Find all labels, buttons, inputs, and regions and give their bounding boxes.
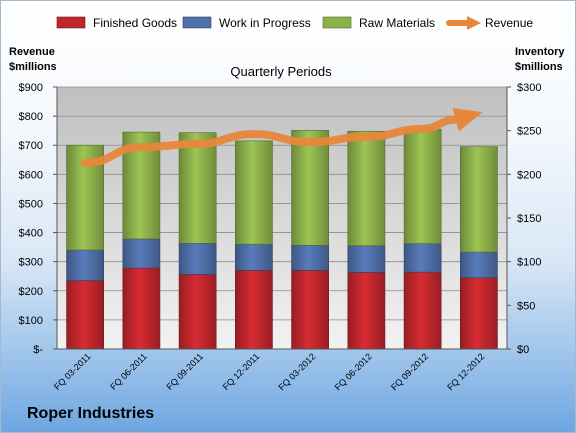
category-label: FQ 12-2011 xyxy=(221,351,262,392)
bar-finished-goods xyxy=(122,267,161,350)
bar-raw-materials xyxy=(403,128,442,244)
category-label: FQ 06-2012 xyxy=(333,351,374,392)
left-tick-label: $800 xyxy=(19,111,43,123)
legend-label: Work in Progress xyxy=(219,16,311,30)
bar-work-in-progress xyxy=(235,243,273,271)
right-tick-label: $300 xyxy=(517,82,541,94)
bar-work-in-progress xyxy=(66,249,104,281)
right-axis-title-line2: $millions xyxy=(515,61,563,73)
category-label: FQ 09-2011 xyxy=(164,351,205,392)
revenue-arrowhead xyxy=(452,108,483,132)
right-tick-label: $200 xyxy=(517,169,541,181)
bar-raw-materials xyxy=(291,130,329,246)
legend-swatch-work-in-progress xyxy=(182,16,212,29)
left-tick-label: $300 xyxy=(19,257,43,269)
company-name: Roper Industries xyxy=(27,405,155,422)
bar-raw-materials xyxy=(235,140,273,245)
legend-swatch-raw-materials xyxy=(322,16,352,29)
legend-label: Raw Materials xyxy=(359,16,435,30)
bar-finished-goods xyxy=(460,277,498,350)
bar-finished-goods xyxy=(347,272,386,350)
left-tick-label: $700 xyxy=(19,140,43,152)
legend-swatch-finished-goods xyxy=(56,16,86,29)
right-tick-label: $150 xyxy=(517,213,541,225)
right-tick-label: $100 xyxy=(517,257,541,269)
left-tick-label: $- xyxy=(33,344,43,356)
bar-finished-goods xyxy=(178,274,217,350)
bar-raw-materials xyxy=(178,132,217,244)
left-tick-label: $400 xyxy=(19,228,43,240)
bar-raw-materials xyxy=(460,146,498,253)
right-tick-label: $50 xyxy=(517,300,535,312)
left-axis-title-line1: Revenue xyxy=(9,46,55,58)
category-label: FQ 03-2012 xyxy=(277,351,318,392)
bar-work-in-progress xyxy=(403,243,442,273)
chart-title: Quarterly Periods xyxy=(230,64,332,79)
bar-work-in-progress xyxy=(178,243,217,275)
bar-raw-materials xyxy=(347,130,386,246)
left-tick-label: $200 xyxy=(19,286,43,298)
left-axis-title-line2: $millions xyxy=(9,61,57,73)
bar-work-in-progress xyxy=(291,245,329,271)
legend: Finished Goods Work in Progress Raw Materi… xyxy=(56,16,533,30)
bar-work-in-progress xyxy=(122,238,161,269)
left-tick-label: $500 xyxy=(19,198,43,210)
legend-swatch-revenue-head xyxy=(467,16,481,30)
category-label: FQ 12-2012 xyxy=(445,351,486,392)
revenue-line xyxy=(81,115,460,167)
bar-finished-goods xyxy=(66,280,104,350)
category-label: FQ 03-2011 xyxy=(52,351,93,392)
left-tick-label: $900 xyxy=(19,82,43,94)
category-label: FQ 06-2011 xyxy=(108,351,149,392)
right-tick-label: $250 xyxy=(517,126,541,138)
left-tick-label: $600 xyxy=(19,169,43,181)
bar-finished-goods xyxy=(235,270,273,350)
revenue-line-group xyxy=(81,108,483,167)
category-label: FQ 09-2012 xyxy=(389,351,430,392)
legend-label: Finished Goods xyxy=(93,16,177,30)
bar-work-in-progress xyxy=(347,245,386,273)
legend-label: Revenue xyxy=(485,16,533,30)
right-axis-title-line1: Inventory xyxy=(515,46,565,58)
bar-finished-goods xyxy=(291,270,329,350)
bar-work-in-progress xyxy=(460,251,498,278)
bar-finished-goods xyxy=(403,271,442,350)
right-tick-label: $0 xyxy=(517,344,529,356)
left-tick-label: $100 xyxy=(19,315,43,327)
